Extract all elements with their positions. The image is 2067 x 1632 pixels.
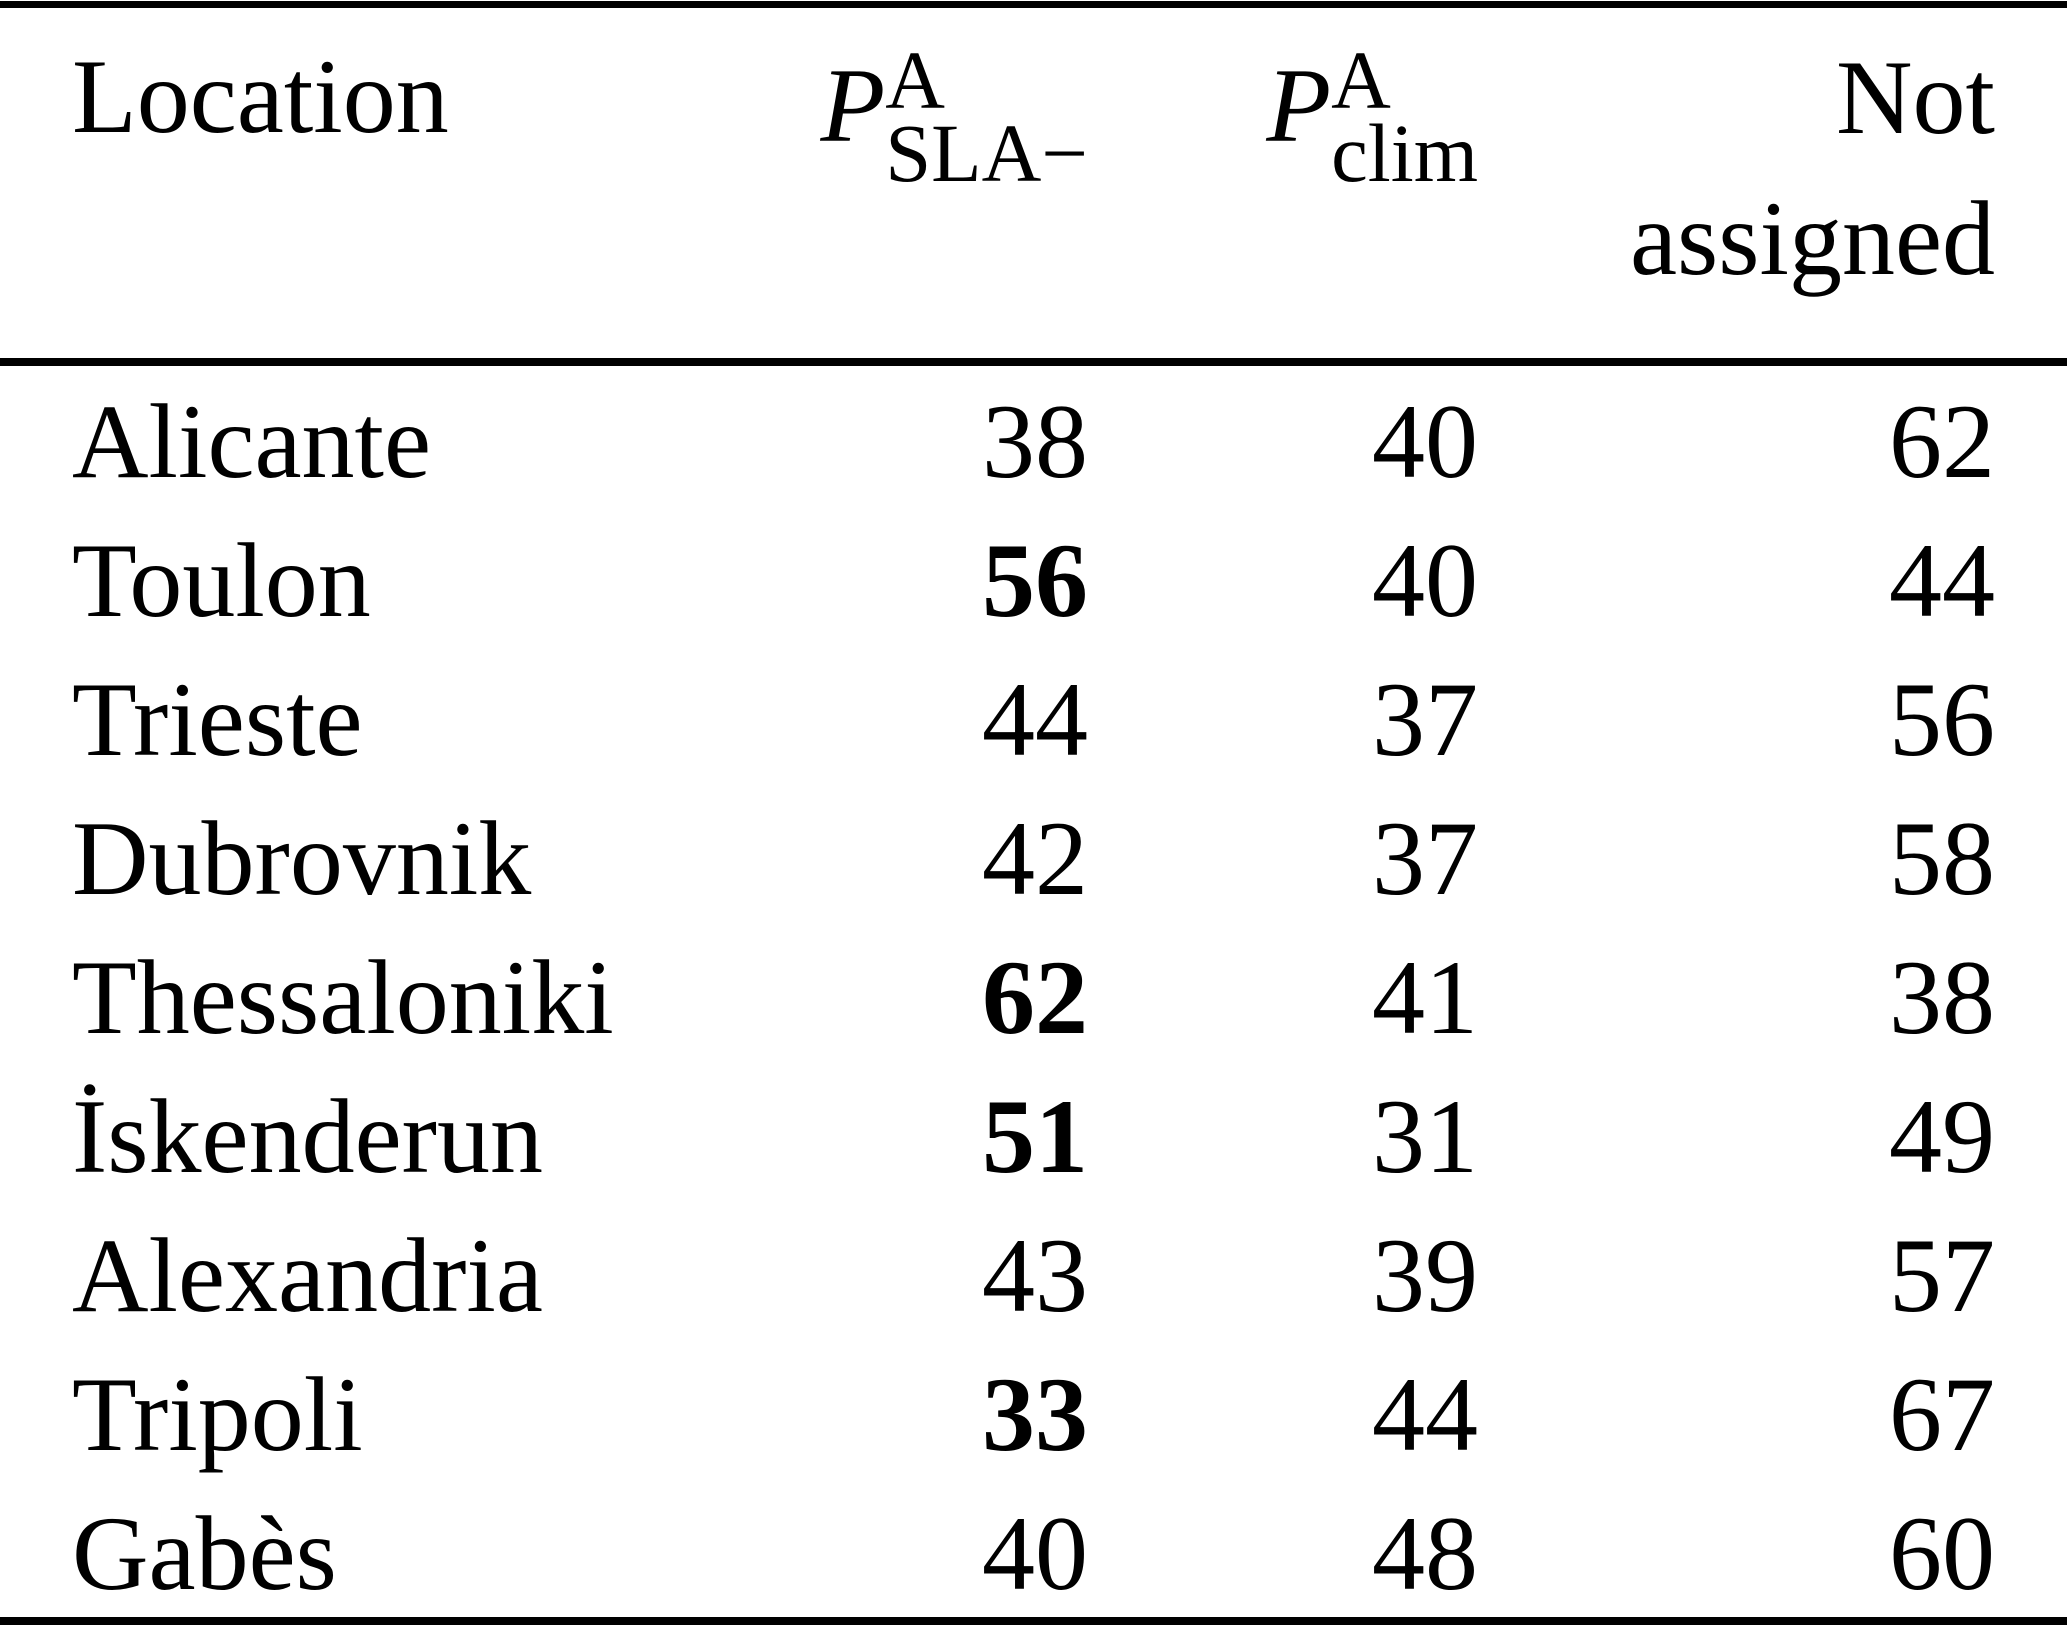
p-clim-cell: 40 (1372, 522, 1478, 639)
table-row: Dubrovnik 42 37 58 (0, 783, 2067, 922)
p-clim-cell: 37 (1372, 661, 1478, 778)
location-cell: Tripoli (72, 1356, 363, 1473)
table-row: Gabès 40 48 60 (0, 1478, 2067, 1621)
location-cell: Alexandria (72, 1217, 543, 1334)
location-cell: Dubrovnik (72, 800, 532, 917)
not-assigned-cell: 49 (1889, 1078, 1995, 1195)
table-row: Trieste 44 37 56 (0, 644, 2067, 783)
table-row: Toulon 56 40 44 (0, 505, 2067, 644)
location-cell: Thessaloniki (72, 939, 614, 1056)
p-clim-cell: 31 (1372, 1078, 1478, 1195)
table-body: Alicante 38 40 62 Toulon 56 40 44 Triest… (0, 362, 2067, 1621)
location-cell: Toulon (72, 522, 371, 639)
table-row: İskenderun 51 31 49 (0, 1061, 2067, 1200)
p-clim-cell: 37 (1372, 800, 1478, 917)
location-cell: Alicante (72, 383, 432, 500)
p-sla-cell: 42 (982, 800, 1088, 917)
not-assigned-cell: 38 (1889, 939, 1995, 1056)
p-sla-cell: 44 (982, 661, 1088, 778)
p-sla-cell: 38 (982, 383, 1088, 500)
p-clim-subscript: clim (1331, 106, 1478, 199)
p-sla-cell: 43 (982, 1217, 1088, 1334)
location-cell: Gabès (72, 1495, 337, 1612)
p-sla-cell: 40 (982, 1495, 1088, 1612)
not-assigned-cell: 60 (1889, 1495, 1995, 1612)
p-clim-superscript: A (1331, 34, 1391, 126)
p-clim-cell: 39 (1372, 1217, 1478, 1334)
table-row: Thessaloniki 62 41 38 (0, 922, 2067, 1061)
p-sla-cell: 33 (982, 1356, 1088, 1473)
not-assigned-line2: assigned (1629, 180, 1995, 297)
table-row: Tripoli 33 44 67 (0, 1339, 2067, 1478)
not-assigned-cell: 57 (1889, 1217, 1995, 1334)
location-cell: İskenderun (72, 1078, 543, 1195)
p-sla-cell: 62 (982, 939, 1088, 1056)
not-assigned-cell: 58 (1889, 800, 1995, 917)
table-row: Alicante 38 40 62 (0, 362, 2067, 505)
p-clim-cell: 41 (1372, 939, 1478, 1056)
not-assigned-line1: Not (1836, 39, 1995, 156)
p-sla-superscript: A (885, 34, 945, 126)
p-sla-scripts: A SLA− (885, 34, 1088, 199)
column-header-p-sla: P A SLA− (740, 5, 1088, 363)
p-sla-symbol: P (820, 47, 886, 165)
p-clim-symbol: P (1266, 47, 1332, 165)
column-header-location: Location (72, 38, 449, 155)
p-sla-cell: 51 (982, 1078, 1088, 1195)
p-sla-cell: 56 (982, 522, 1088, 639)
p-sla-subscript: SLA− (885, 106, 1088, 199)
table-row: Alexandria 43 39 57 (0, 1200, 2067, 1339)
not-assigned-cell: 67 (1889, 1356, 1995, 1473)
not-assigned-cell: 44 (1889, 522, 1995, 639)
p-clim-cell: 44 (1372, 1356, 1478, 1473)
p-clim-cell: 40 (1372, 383, 1478, 500)
location-cell: Trieste (72, 661, 363, 778)
p-clim-cell: 48 (1372, 1495, 1478, 1612)
not-assigned-cell: 56 (1889, 661, 1995, 778)
column-header-not-assigned: Not assigned (1478, 5, 2067, 363)
not-assigned-cell: 62 (1889, 383, 1995, 500)
